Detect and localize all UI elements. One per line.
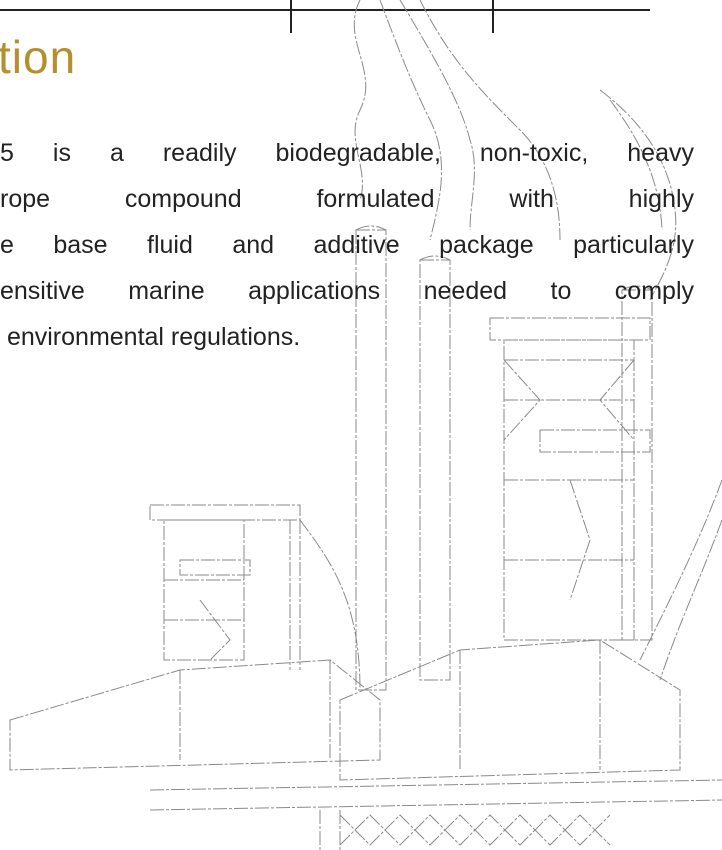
paragraph-line: e base fluid and additive package partic… <box>0 222 694 268</box>
paragraph-line: ensitive marine applications needed to c… <box>0 268 694 314</box>
factory-illustration <box>0 0 722 850</box>
paragraph-line: environmental regulations. <box>0 314 694 360</box>
buildings <box>10 640 722 850</box>
paragraph-line: rope compound formulated with highly <box>0 176 694 222</box>
towers <box>150 318 722 690</box>
page: tion 5 is a readily biodegradable, non-t… <box>0 0 722 850</box>
paragraph: 5 is a readily biodegradable, non-toxic,… <box>0 130 694 360</box>
section-heading: tion <box>0 30 76 84</box>
paragraph-line: 5 is a readily biodegradable, non-toxic,… <box>0 130 694 176</box>
